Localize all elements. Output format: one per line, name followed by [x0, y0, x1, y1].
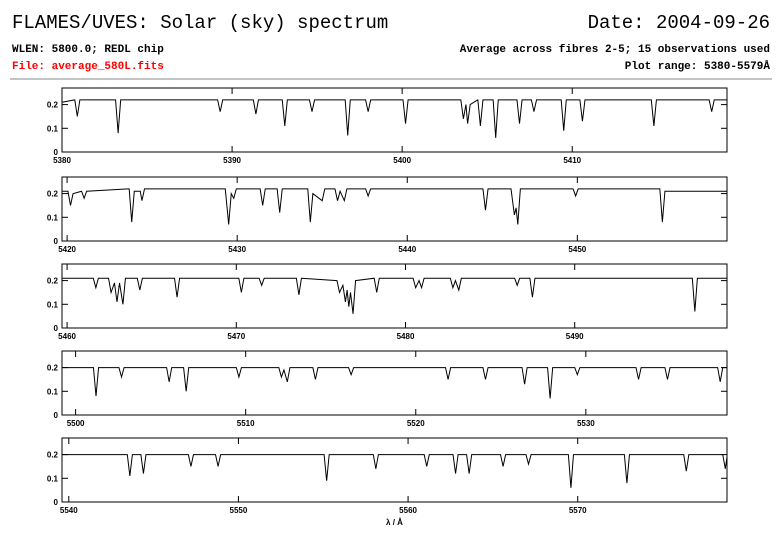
x-tick-label: 5450 [568, 245, 586, 254]
file: File: average_580L.fits [12, 61, 164, 73]
y-tick-label: 0 [54, 411, 59, 420]
date: Date: 2004-09-26 [588, 12, 770, 34]
y-tick-label: 0.1 [47, 387, 59, 396]
x-tick-label: 5500 [67, 419, 85, 428]
y-tick-label: 0.2 [47, 277, 59, 286]
spectrum-line [62, 454, 728, 488]
plot-frame [61, 350, 728, 416]
x-tick-label: 5550 [230, 506, 248, 515]
x-tick-label: 5540 [60, 506, 78, 515]
x-tick-label: 5530 [577, 419, 595, 428]
x-axis-label: λ / Å [386, 518, 403, 527]
x-tick-label: 5480 [397, 332, 415, 341]
x-tick-label: 5520 [407, 419, 425, 428]
y-tick-label: 0 [54, 237, 59, 246]
y-tick-label: 0.2 [47, 451, 59, 460]
y-tick-label: 0.2 [47, 190, 59, 199]
plot-frame [61, 437, 728, 503]
title: FLAMES/UVES: Solar (sky) spectrum [12, 12, 388, 34]
y-tick-label: 0.2 [47, 101, 59, 110]
y-tick-label: 0.1 [47, 124, 59, 133]
x-tick-label: 5570 [569, 506, 587, 515]
x-tick-label: 5510 [237, 419, 255, 428]
x-tick-label: 5490 [566, 332, 584, 341]
x-tick-label: 5560 [399, 506, 417, 515]
x-tick-label: 5460 [58, 332, 76, 341]
spectrum-line [61, 99, 727, 138]
y-tick-label: 0.1 [47, 474, 59, 483]
x-tick-label: 5420 [58, 245, 76, 254]
y-tick-label: 0 [54, 498, 59, 507]
spectrum-line [62, 277, 727, 314]
spectrum-line [62, 367, 727, 399]
x-tick-label: 5380 [53, 156, 71, 165]
average: Average across fibres 2-5; 15 observatio… [460, 44, 770, 56]
plot-frame [61, 263, 728, 329]
y-tick-label: 0 [54, 324, 59, 333]
y-tick-label: 0.2 [47, 364, 59, 373]
x-tick-label: 5430 [228, 245, 246, 254]
x-tick-label: 5440 [398, 245, 416, 254]
y-tick-label: 0.1 [47, 213, 59, 222]
plot-frame [61, 176, 728, 242]
x-tick-label: 5470 [227, 332, 245, 341]
plot-range: Plot range: 5380-5579Å [625, 60, 771, 73]
x-tick-label: 5410 [563, 156, 581, 165]
y-tick-label: 0 [54, 148, 59, 157]
spectrum-line [62, 188, 727, 225]
x-tick-label: 5400 [393, 156, 411, 165]
y-tick-label: 0.1 [47, 300, 59, 309]
x-tick-label: 5390 [223, 156, 241, 165]
wlen: WLEN: 5800.0; REDL chip [12, 44, 164, 56]
plot-frame [61, 87, 728, 153]
